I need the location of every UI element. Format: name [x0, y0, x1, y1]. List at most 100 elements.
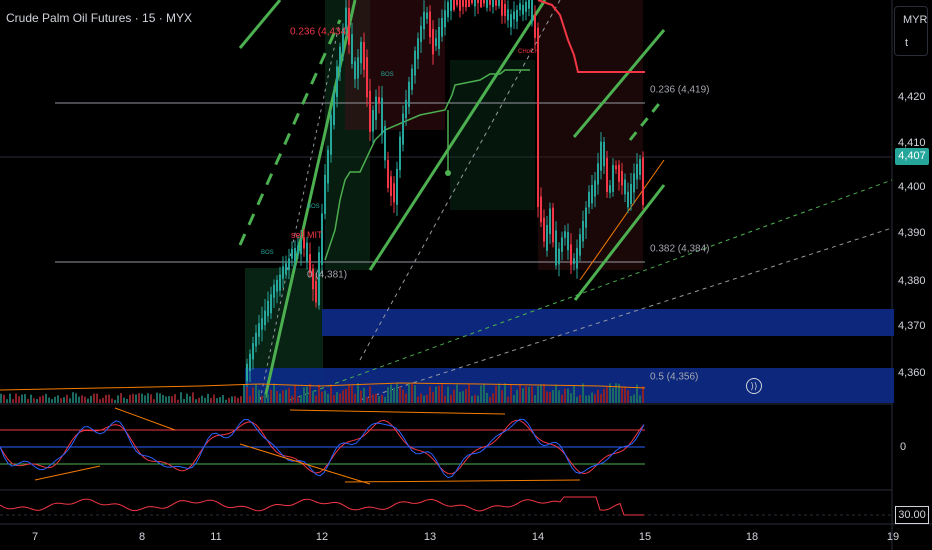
- volume-bar: [264, 393, 266, 403]
- candle-body: [357, 57, 359, 79]
- candle-body: [540, 196, 542, 223]
- osc-line-red: [0, 419, 645, 475]
- volume-bar: [144, 395, 146, 403]
- currency-selector[interactable]: MYR t: [894, 6, 928, 56]
- candle-body: [342, 28, 344, 54]
- time-label: 15: [638, 531, 652, 543]
- candle-body: [345, 7, 347, 30]
- candle-body: [480, 0, 482, 8]
- chart-title[interactable]: Crude Palm Oil Futures · 15 · MYX: [6, 11, 193, 25]
- support-line: [324, 69, 530, 261]
- candle-body: [555, 230, 557, 266]
- candle-body: [321, 213, 323, 265]
- volume-bar: [105, 394, 107, 403]
- candle-body: [366, 57, 368, 98]
- volume-bar: [582, 383, 584, 403]
- volume-bar: [132, 393, 134, 403]
- candles-group: [246, 0, 644, 388]
- candle-body: [450, 0, 452, 12]
- candle-body: [297, 245, 299, 254]
- volume-bar: [39, 396, 41, 403]
- rsi-line: [0, 496, 644, 516]
- trend-orange: [579, 159, 665, 281]
- candle-body: [336, 66, 338, 97]
- candle-body: [636, 164, 638, 180]
- volume-bar: [255, 384, 257, 403]
- candle-body: [582, 220, 584, 242]
- volume-bar: [258, 389, 260, 403]
- candle-body: [477, 0, 479, 4]
- volume-bar: [504, 383, 506, 403]
- volume-bar: [528, 386, 530, 403]
- candle-body: [585, 207, 587, 228]
- bos-label: BOS: [381, 72, 394, 78]
- candle-body: [510, 14, 512, 28]
- candle-body: [261, 318, 263, 330]
- volume-bar: [492, 393, 494, 403]
- volume-bar: [609, 383, 611, 403]
- volume-bar: [120, 393, 122, 403]
- volume-bar: [549, 391, 551, 403]
- volume-bar: [606, 387, 608, 403]
- volume-bar: [27, 398, 29, 403]
- volume-bar: [474, 394, 476, 403]
- candle-body: [363, 42, 365, 70]
- volume-bar: [585, 395, 587, 403]
- volume-bar: [123, 397, 125, 403]
- candle-body: [255, 332, 257, 347]
- volume-bar: [324, 390, 326, 403]
- volume-bar: [543, 383, 545, 403]
- volume-bar: [558, 390, 560, 403]
- candle-body: [567, 232, 569, 251]
- candle-body: [333, 93, 335, 125]
- volume-bar: [270, 389, 272, 403]
- volume-group: [0, 383, 644, 403]
- candle-body: [594, 180, 596, 197]
- volume-bar: [333, 395, 335, 403]
- volume-bar: [42, 395, 44, 403]
- candle-body: [408, 81, 410, 107]
- price-label: 4,370: [898, 320, 926, 332]
- volume-bar: [57, 395, 59, 403]
- volume-bar: [138, 393, 140, 403]
- candle-body: [642, 157, 644, 206]
- choch-label: CHoCH: [518, 49, 539, 55]
- volume-bar: [447, 386, 449, 403]
- candle-body: [453, 0, 455, 10]
- volume-bar: [162, 395, 164, 403]
- replay-icon[interactable]: ⟩⟩: [746, 378, 762, 394]
- volume-bar: [303, 387, 305, 403]
- green-zone: [450, 60, 535, 210]
- candle-body: [432, 29, 434, 55]
- volume-bar: [531, 386, 533, 403]
- candle-body: [330, 115, 332, 155]
- volume-bar: [534, 395, 536, 403]
- volume-bar: [624, 387, 626, 403]
- volume-bar: [594, 394, 596, 403]
- volume-bar: [432, 392, 434, 403]
- volume-bar: [6, 399, 8, 403]
- volume-bar: [444, 395, 446, 403]
- candle-body: [489, 0, 491, 5]
- volume-bar: [561, 394, 563, 403]
- volume-bar: [279, 393, 281, 403]
- volume-bar: [45, 393, 47, 403]
- candle-body: [309, 254, 311, 274]
- candle-body: [402, 113, 404, 145]
- volume-bar: [417, 396, 419, 403]
- trend-dashed: [359, 227, 893, 401]
- current-price-tag: 4,407: [895, 148, 929, 165]
- volume-bar: [570, 393, 572, 403]
- channel-line: [238, 19, 342, 246]
- volume-bar: [489, 396, 491, 403]
- volume-bar: [564, 388, 566, 403]
- volume-bar: [54, 396, 56, 403]
- time-label: 7: [31, 531, 39, 543]
- volume-bar: [237, 397, 239, 403]
- volume-bar: [618, 383, 620, 403]
- volume-bar: [165, 396, 167, 403]
- candle-body: [573, 258, 575, 264]
- marker-dot: [445, 170, 451, 176]
- candle-body: [426, 12, 428, 19]
